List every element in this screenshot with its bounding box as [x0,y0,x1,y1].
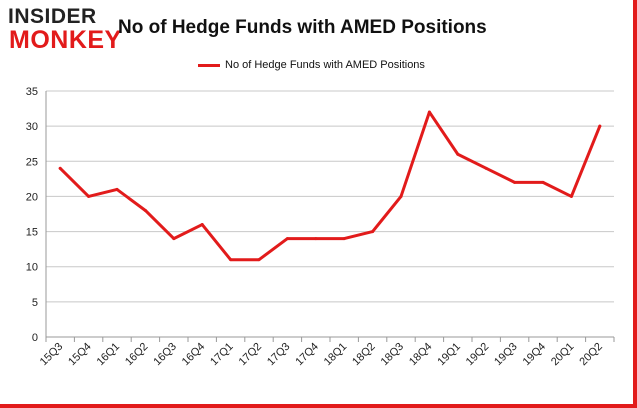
insider-monkey-logo: INSIDER MONKEY [8,5,121,54]
y-tick-label: 15 [26,227,38,239]
x-tick-label: 20Q1 [549,341,577,369]
data-point [285,237,289,241]
x-tick-label: 17Q4 [293,341,321,369]
logo-line-2: MONKEY [9,26,122,54]
x-tick-label: 17Q3 [265,341,293,369]
x-tick-label: 19Q4 [521,341,549,369]
data-point [257,258,261,262]
data-point [143,208,147,212]
data-point [513,180,517,184]
x-tick-label: 15Q3 [38,341,66,369]
x-tick-label: 19Q2 [464,341,492,369]
x-tick-label: 17Q1 [208,341,236,369]
x-tick-label: 20Q2 [577,341,605,369]
data-point [399,194,403,198]
x-tick-label: 18Q3 [379,341,407,369]
x-tick-label: 15Q4 [66,341,94,369]
y-tick-label: 10 [26,262,38,274]
data-point [484,166,488,170]
x-tick-label: 16Q4 [180,341,208,369]
y-tick-label: 0 [32,332,38,344]
data-point [229,258,233,262]
y-tick-label: 30 [26,121,38,133]
data-point [115,187,119,191]
x-tick-label: 18Q1 [322,341,350,369]
data-point [58,166,62,170]
data-point [598,124,602,128]
x-tick-label: 19Q1 [435,341,463,369]
data-point [172,237,176,241]
data-point [87,194,91,198]
x-tick-label: 18Q4 [407,341,435,369]
data-point [371,230,375,234]
data-point [200,223,204,227]
y-axis: 0 5 10 15 20 25 30 35 [26,86,47,344]
y-tick-label: 25 [26,156,38,168]
legend-swatch [198,63,220,67]
x-tick-label: 18Q2 [350,341,378,369]
y-tick-label: 35 [26,86,38,98]
x-tick-label: 16Q3 [151,341,179,369]
x-axis: 15Q3 15Q4 16Q1 16Q2 16Q3 16Q4 17Q1 17Q2 17Q3 17Q4… [38,336,615,369]
x-tick-label: 16Q1 [95,341,123,369]
y-tick-label: 5 [32,297,38,309]
series-line [58,110,602,262]
x-tick-label: 16Q2 [123,341,151,369]
data-point [342,237,346,241]
logo-line-1: INSIDER [8,5,97,28]
x-tick-label: 19Q3 [492,341,520,369]
legend-label: No of Hedge Funds with AMED Positions [225,59,425,71]
data-point [569,194,573,198]
x-tick-label: 17Q2 [237,341,265,369]
data-point [456,152,460,156]
legend: No of Hedge Funds with AMED Positions [198,57,425,73]
series [58,110,602,262]
data-point [427,110,431,114]
data-point [541,180,545,184]
chart-title: No of Hedge Funds with AMED Positions [118,17,487,38]
grid [46,90,614,338]
y-tick-label: 20 [26,191,38,203]
data-point [314,237,318,241]
